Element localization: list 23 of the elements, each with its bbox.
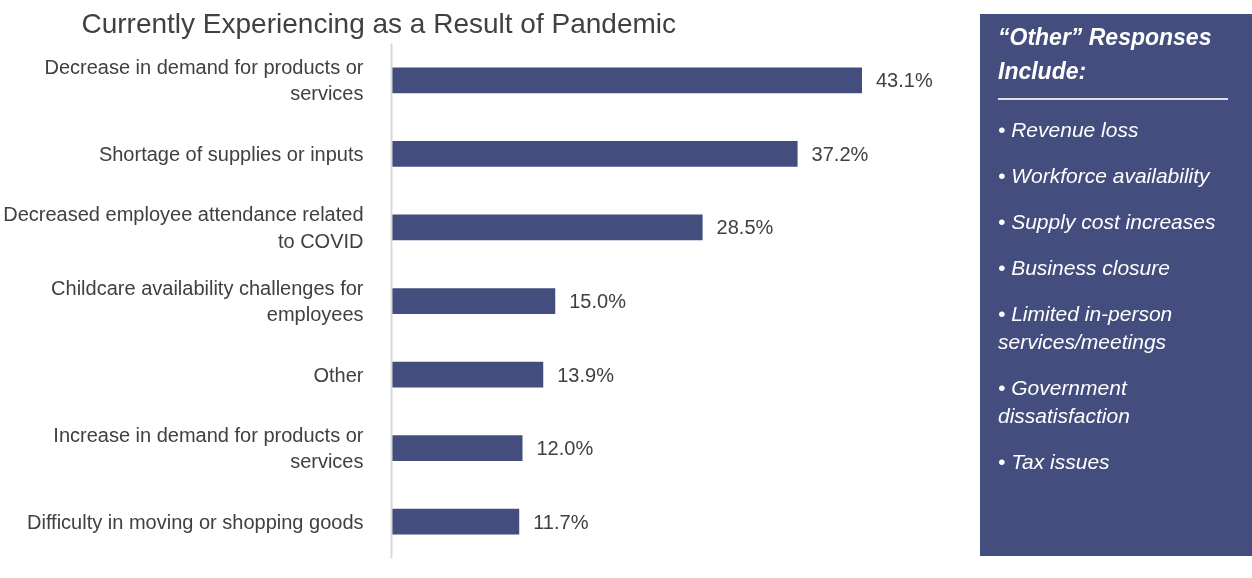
data-label: 28.5% (716, 216, 774, 239)
y-tick-label: Decreased employee attendance related to COVID (3, 203, 364, 252)
data-label: 43.1% (875, 69, 933, 92)
text: • Workforce availability (998, 163, 1212, 189)
text: • Supply cost increases (998, 209, 1217, 235)
text: “Other” Responses Include: (998, 20, 1228, 100)
y-tick-label: Childcare availability challenges for employees (51, 276, 364, 326)
y-tick-label: Other (313, 363, 364, 386)
text: • Tax issues (998, 449, 1111, 475)
data-label: 13.9% (557, 363, 615, 386)
data-label: 37.2% (811, 142, 869, 165)
text: • Revenue loss (998, 117, 1140, 143)
text: • Government dissatisfaction (998, 375, 1131, 429)
text: • Business closure (998, 255, 1171, 281)
y-tick-label: Decrease in demand for products or services (44, 56, 364, 105)
data-label: 15.0% (569, 290, 627, 312)
y-tick-label: Shortage of supplies or inputs (98, 142, 364, 165)
data-label: 12.0% (536, 437, 594, 460)
text: • Limited in-person services/meetings (998, 301, 1174, 355)
data-label: 11.7% (533, 510, 589, 533)
chart-title: Currently Experiencing as a Result of Pandemic (81, 7, 677, 39)
y-tick-label: Difficulty in moving or shopping goods (27, 510, 364, 533)
y-tick-label: Increase in demand for products or services (53, 423, 364, 473)
